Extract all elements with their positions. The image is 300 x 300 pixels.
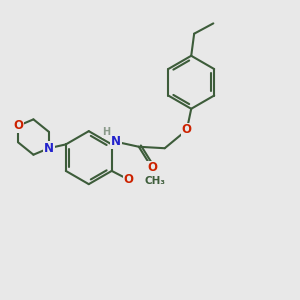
- Text: O: O: [124, 173, 134, 186]
- Text: O: O: [147, 161, 157, 175]
- Text: O: O: [182, 124, 192, 136]
- Text: CH₃: CH₃: [144, 176, 165, 186]
- Text: N: N: [44, 142, 54, 155]
- Text: O: O: [13, 119, 23, 132]
- Text: N: N: [111, 135, 121, 148]
- Text: H: H: [102, 127, 110, 137]
